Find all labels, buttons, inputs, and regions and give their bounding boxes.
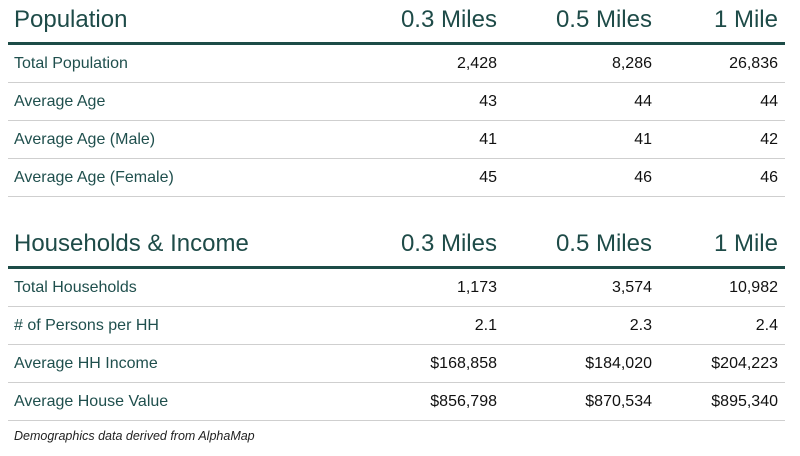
cell: 10,982 <box>729 279 778 296</box>
row-label: # of Persons per HH <box>14 317 159 334</box>
cell: $856,798 <box>430 393 497 410</box>
cell: $895,340 <box>711 393 778 410</box>
section-title: Households & Income <box>14 230 249 257</box>
cell: 8,286 <box>611 55 652 72</box>
table-row: Average House Value $856,798 $870,534 $895,… <box>8 383 785 421</box>
cell: 3,574 <box>611 279 652 296</box>
cell: $184,020 <box>585 355 652 372</box>
cell: 46 <box>634 169 652 186</box>
cell: 1,173 <box>456 279 497 296</box>
households-income-table: Households & Income 0.3 Miles 0.5 Miles … <box>8 224 785 421</box>
cell: 45 <box>479 169 497 186</box>
cell: 43 <box>479 93 497 110</box>
cell: $168,858 <box>430 355 497 372</box>
cell: 26,836 <box>729 55 778 72</box>
cell: 2.3 <box>629 317 652 334</box>
cell: 2.1 <box>474 317 497 334</box>
table-row: Average Age (Female) 45 46 46 <box>8 159 785 197</box>
row-label: Average Age (Male) <box>14 131 156 148</box>
population-table: Population 0.3 Miles 0.5 Miles 1 Mile To… <box>8 0 785 197</box>
row-label: Total Households <box>14 279 137 296</box>
cell: $870,534 <box>585 393 652 410</box>
column-header: 1 Mile <box>713 230 778 257</box>
population-header: Population 0.3 Miles 0.5 Miles 1 Mile <box>8 0 785 45</box>
table-row: Total Households 1,173 3,574 10,982 <box>8 269 785 307</box>
row-label: Average Age (Female) <box>14 169 174 186</box>
cell: 2.4 <box>755 317 778 334</box>
table-row: Average Age (Male) 41 41 42 <box>8 121 785 159</box>
cell: 44 <box>760 93 778 110</box>
cell: 42 <box>760 131 778 148</box>
column-header: 0.3 Miles <box>400 6 497 33</box>
table-row: # of Persons per HH 2.1 2.3 2.4 <box>8 307 785 345</box>
column-header: 0.5 Miles <box>555 230 652 257</box>
row-label: Total Population <box>14 55 128 72</box>
row-label: Average House Value <box>14 393 169 410</box>
cell: 46 <box>760 169 778 186</box>
row-label: Average Age <box>14 93 106 110</box>
row-label: Average HH Income <box>14 355 158 372</box>
cell: 41 <box>479 131 497 148</box>
section-title: Population <box>14 6 128 33</box>
table-row: Total Population 2,428 8,286 26,836 <box>8 45 785 83</box>
table-row: Average HH Income $168,858 $184,020 $204,22… <box>8 345 785 383</box>
column-header: 1 Mile <box>713 6 778 33</box>
footnote: Demographics data derived from AlphaMap <box>14 429 255 443</box>
cell: 41 <box>634 131 652 148</box>
households-header: Households & Income 0.3 Miles 0.5 Miles … <box>8 224 785 269</box>
column-header: 0.5 Miles <box>555 6 652 33</box>
column-header: 0.3 Miles <box>400 230 497 257</box>
table-row: Average Age 43 44 44 <box>8 83 785 121</box>
cell: $204,223 <box>711 355 778 372</box>
cell: 44 <box>634 93 652 110</box>
cell: 2,428 <box>456 55 497 72</box>
